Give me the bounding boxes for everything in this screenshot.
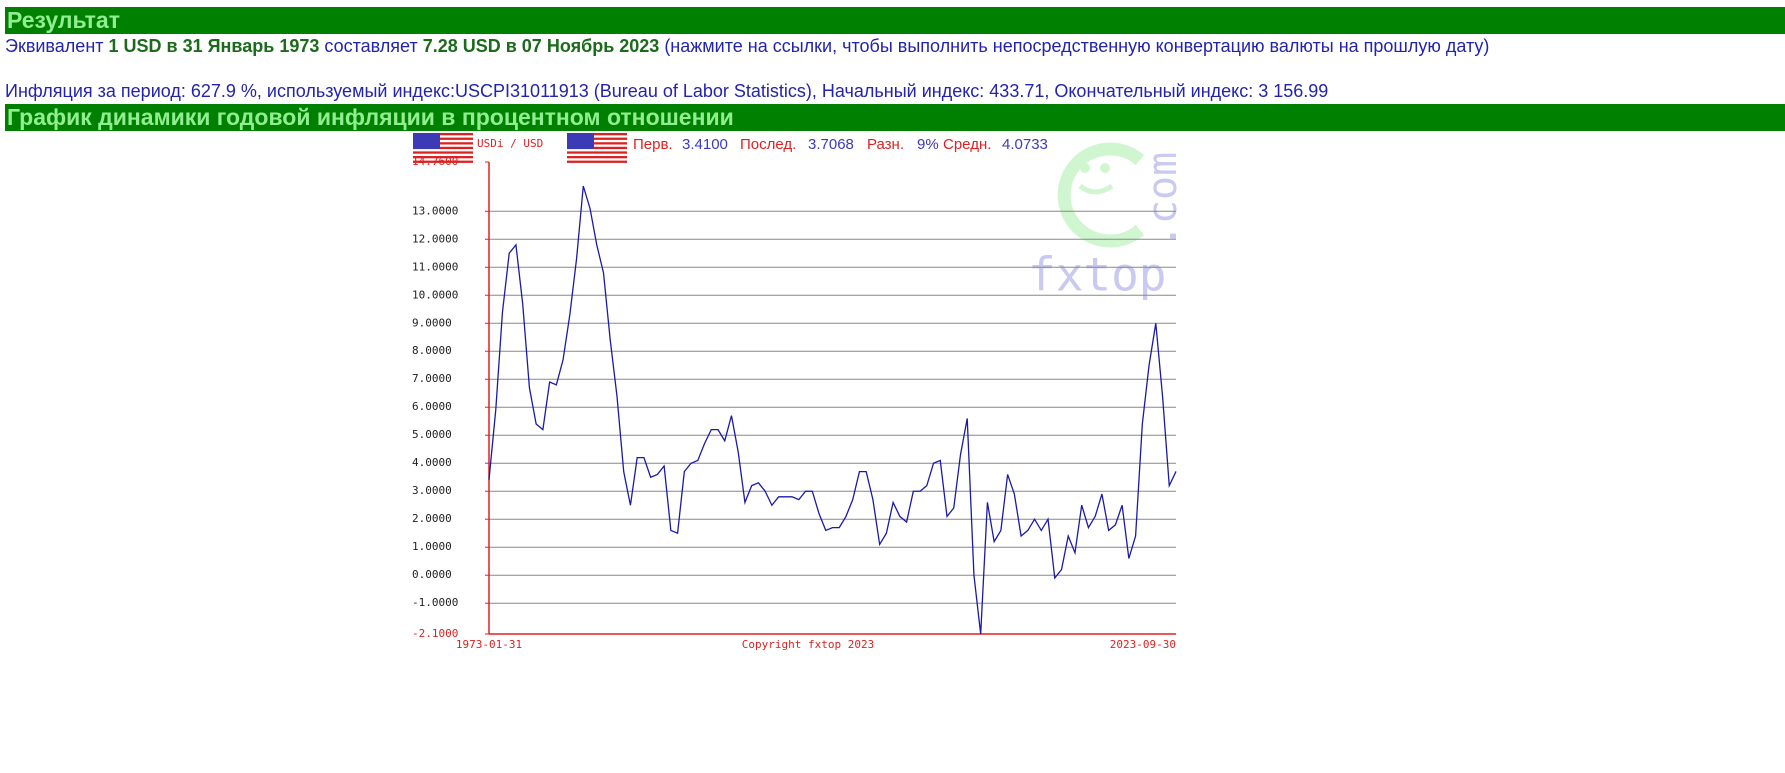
- data-line: [488, 185, 1177, 635]
- stat-label: Разн.: [867, 136, 904, 153]
- stat-label: Послед.: [740, 136, 796, 153]
- stat-value: 4.0733: [1002, 136, 1048, 153]
- pair-label: USDi / USD: [477, 137, 543, 150]
- y-tick-label: 5.0000: [412, 428, 452, 441]
- flag: [413, 133, 473, 163]
- stat-value: 9%: [917, 136, 939, 153]
- y-tick-label: 13.0000: [412, 204, 458, 217]
- y-tick-label: 0.0000: [412, 568, 452, 581]
- y-tick-label: 8.0000: [412, 344, 452, 357]
- stat-value: 3.4100: [682, 136, 728, 153]
- y-tick-label: 7.0000: [412, 372, 452, 385]
- y-tick-label: 14.7600: [412, 155, 458, 168]
- watermark: .com: [1140, 152, 1186, 248]
- text: составляет: [319, 36, 423, 56]
- text: Эквивалент: [5, 36, 109, 56]
- y-tick-label: 1.0000: [412, 540, 452, 553]
- inflation-info: Инфляция за период: 627.9 %, используемы…: [5, 81, 1329, 101]
- x-tick-label: 2023-09-30: [1110, 638, 1176, 651]
- x-tick-label: 1973-01-31: [456, 638, 522, 651]
- y-tick-label: 12.0000: [412, 232, 458, 245]
- y-tick-label: 9.0000: [412, 316, 452, 329]
- watermark: fxtop: [1028, 248, 1166, 302]
- stat-label: Средн.: [943, 136, 991, 153]
- copyright: Copyright fxtop 2023: [742, 638, 874, 651]
- link[interactable]: 1 USD в 31 Январь 1973: [108, 36, 320, 56]
- watermark-logo: [1057, 142, 1145, 248]
- stat-value: 3.7068: [808, 136, 854, 153]
- y-tick-label: 2.0000: [412, 512, 452, 525]
- result-header: Результат: [5, 7, 1785, 34]
- y-tick-label: 6.0000: [412, 400, 452, 413]
- y-tick-label: 10.0000: [412, 288, 458, 301]
- stat-label: Перв.: [633, 136, 673, 153]
- result-text: Эквивалент 1 USD в 31 Январь 1973 состав…: [5, 35, 1783, 58]
- y-tick-label: 11.0000: [412, 260, 458, 273]
- y-tick-label: 4.0000: [412, 456, 452, 469]
- flag: [567, 133, 627, 163]
- y-tick-label: 3.0000: [412, 484, 452, 497]
- text: (нажмите на ссылки, чтобы выполнить непо…: [659, 36, 1490, 56]
- link[interactable]: 7.28 USD в 07 Ноябрь 2023: [422, 36, 660, 56]
- section-header: График динамики годовой инфляции в проце…: [5, 104, 1785, 131]
- y-tick-label: -2.1000: [412, 627, 458, 640]
- y-tick-label: -1.0000: [412, 596, 458, 609]
